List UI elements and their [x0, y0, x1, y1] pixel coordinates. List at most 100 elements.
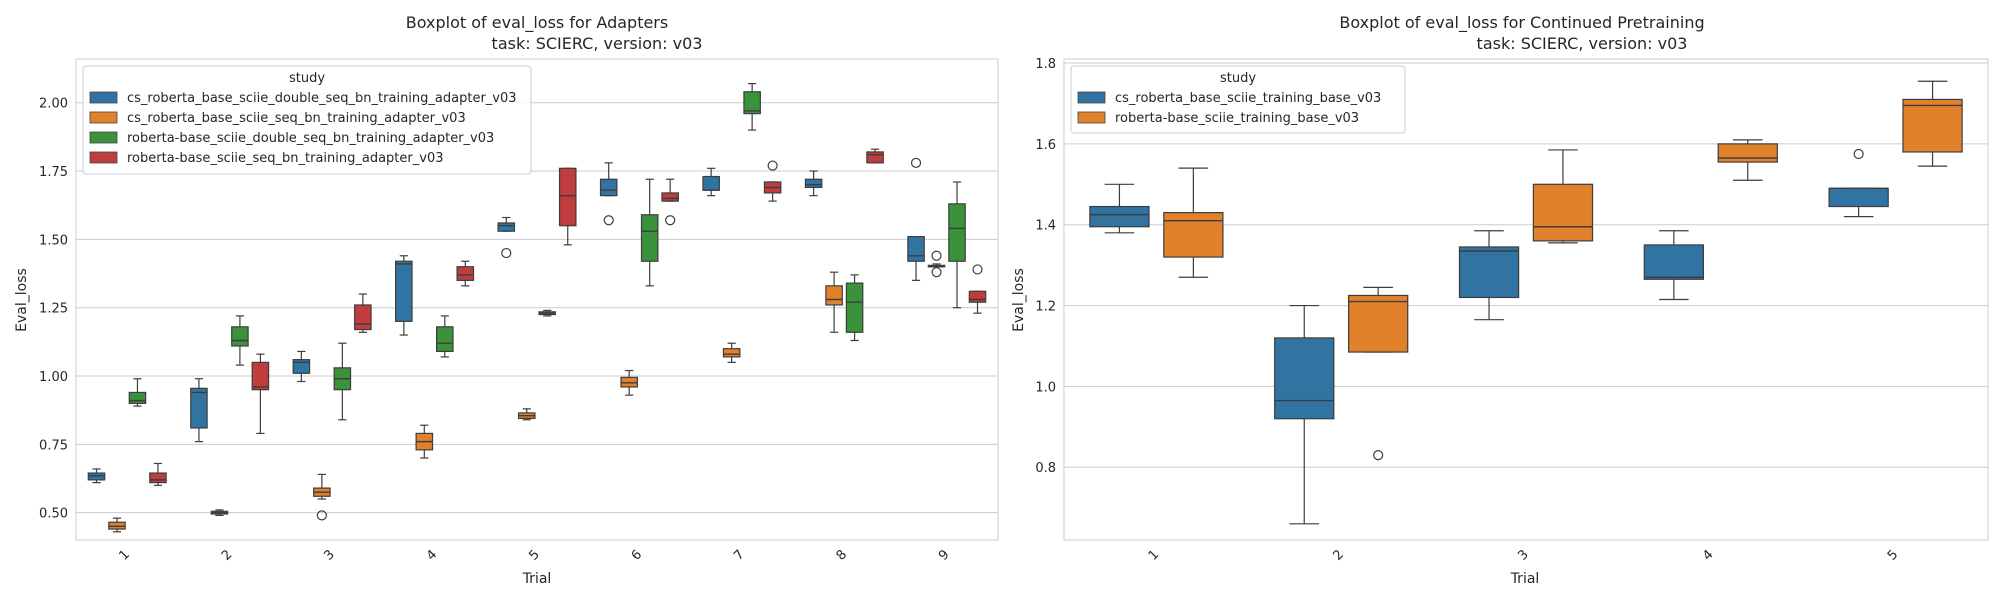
box	[292, 350, 311, 383]
box	[599, 162, 618, 226]
box	[1274, 304, 1335, 525]
y-tick-label: 0.8	[1035, 461, 1056, 476]
box	[620, 369, 638, 396]
outlier-point	[972, 264, 983, 275]
box	[333, 342, 352, 421]
iqr-box	[251, 361, 270, 391]
box	[907, 157, 925, 281]
y-tick-label: 1.6	[1035, 138, 1056, 153]
y-tick-labels: 0.8 1.0 1.2 1.4 1.6 1.8	[1035, 57, 1056, 476]
box	[108, 517, 126, 533]
box	[763, 160, 782, 202]
x-axis-label: Trial	[1510, 571, 1540, 587]
iqr-box	[722, 348, 741, 358]
box	[722, 342, 741, 363]
box	[1163, 167, 1224, 278]
plot-area	[1063, 58, 1989, 541]
box	[87, 468, 106, 484]
box	[1717, 139, 1778, 181]
iqr-box	[661, 192, 679, 202]
box	[149, 462, 167, 486]
iqr-box	[1274, 337, 1335, 420]
box	[1643, 230, 1705, 301]
outlier-point	[1853, 148, 1864, 160]
legend-swatch	[89, 151, 118, 164]
box	[845, 274, 864, 342]
outlier-point	[316, 510, 327, 521]
box	[415, 424, 434, 459]
iqr-box	[1347, 294, 1409, 353]
iqr-box	[456, 266, 475, 281]
box	[436, 315, 454, 358]
box	[128, 378, 147, 407]
iqr-box	[354, 304, 372, 331]
iqr-box	[845, 282, 864, 333]
box	[313, 473, 331, 521]
y-tick-label: 1.25	[39, 302, 68, 317]
box	[702, 167, 720, 197]
y-tick-label: 1.0	[1035, 380, 1056, 395]
iqr-box	[804, 178, 823, 189]
iqr-box	[190, 387, 208, 429]
box	[517, 408, 536, 421]
box	[661, 178, 679, 226]
iqr-box	[866, 151, 884, 164]
iqr-box	[149, 472, 167, 484]
iqr-box	[436, 326, 454, 353]
box	[251, 353, 270, 435]
box	[1902, 80, 1963, 167]
box	[948, 181, 966, 309]
iqr-box	[1643, 244, 1705, 280]
iqr-box	[1458, 246, 1520, 299]
chart-title: Boxplot of eval_loss for Adapters	[406, 13, 668, 33]
box	[640, 178, 659, 287]
chart-subtitle: task: SCIERC, version: v03	[492, 34, 703, 53]
legend-title: study	[289, 71, 325, 86]
legend: study cs_roberta_base_sciie_training_bas…	[1070, 65, 1406, 134]
iqr-box	[948, 203, 966, 262]
box	[395, 255, 413, 336]
iqr-box	[1163, 211, 1224, 258]
box	[1347, 286, 1409, 461]
y-axis-label: Eval_loss	[1011, 268, 1027, 332]
outlier-point	[501, 247, 512, 259]
box	[210, 509, 229, 517]
box	[866, 148, 884, 164]
box	[825, 271, 843, 333]
iqr-box	[497, 222, 516, 232]
legend-entry-label: roberta-base_sciie_double_seq_bn_trainin…	[127, 131, 494, 146]
legend-swatch	[89, 111, 118, 124]
legend-entry-label: cs_roberta_base_sciie_training_base_v03	[1115, 91, 1381, 106]
iqr-box	[128, 391, 147, 404]
box	[1532, 149, 1594, 244]
box	[497, 216, 516, 259]
legend-swatch	[1077, 91, 1106, 104]
y-tick-label: 1.8	[1035, 57, 1056, 72]
iqr-box	[825, 285, 843, 306]
legend-frame	[82, 65, 532, 175]
box	[1458, 230, 1520, 321]
iqr-box	[395, 260, 413, 322]
legend-entry-label: cs_roberta_base_sciie_seq_bn_training_ad…	[127, 111, 466, 126]
y-tick-label: 1.2	[1035, 300, 1056, 315]
y-tick-label: 1.75	[39, 165, 68, 180]
box	[456, 260, 475, 287]
box	[231, 315, 249, 366]
y-axis-label: Eval_loss	[14, 268, 30, 332]
chart-subtitle: task: SCIERC, version: v03	[1477, 34, 1688, 53]
y-tick-label: 0.50	[39, 507, 68, 522]
iqr-box	[968, 290, 987, 303]
box	[968, 264, 987, 314]
iqr-box	[702, 175, 720, 191]
outlier-point	[665, 215, 676, 226]
chart-title: Boxplot of eval_loss for Continued Pretr…	[1339, 13, 1704, 33]
legend-swatch	[89, 91, 118, 104]
legend: study cs_roberta_base_sciie_double_seq_b…	[82, 65, 532, 175]
y-tick-label: 1.4	[1035, 219, 1056, 234]
iqr-box	[1717, 143, 1778, 163]
iqr-box	[1089, 205, 1150, 228]
box	[558, 167, 577, 246]
